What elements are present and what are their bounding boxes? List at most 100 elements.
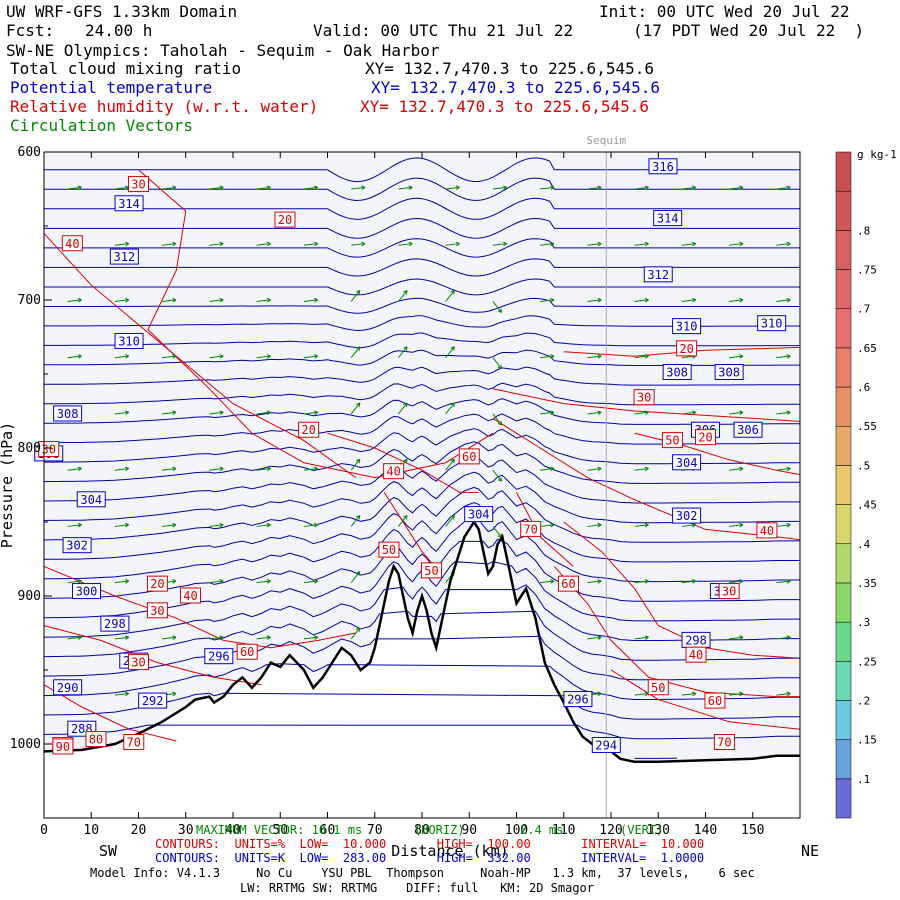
wind-vector-head [550,185,555,191]
wind-vector-head [266,522,271,528]
wind-vector [729,580,744,584]
rh-label-box [420,562,442,579]
wind-vector [162,243,177,246]
colorbar-segment [835,700,852,740]
wind-vector-head [266,185,271,191]
wind-vector-head [786,297,791,303]
wind-vector-head [313,297,319,303]
colorbar-segment [835,582,852,623]
rh-contour [610,669,801,730]
rh-label: 70 [523,522,537,536]
theta-label: 300 [76,585,98,599]
wind-vector [681,692,696,696]
wind-vector [256,468,271,471]
x-tick-label: 140 [694,823,717,838]
wind-vector-head [786,579,791,584]
wind-vector [114,411,129,415]
wind-vector [634,636,649,640]
wind-vector [162,468,177,471]
wind-vector [209,243,224,246]
wind-vector-head [266,410,271,416]
y-tick-label: 1000 [10,737,41,752]
wind-vector [303,524,318,527]
wind-vector [114,299,129,302]
rh-label-box [179,587,201,604]
theta-label-box [138,692,168,709]
wind-vector [303,186,318,190]
wind-vector [540,243,555,246]
wind-vector [540,468,555,471]
wind-vector [776,524,791,527]
wind-vector-head [313,241,319,247]
wind-vector-head [691,185,697,191]
wind-vector-head [408,241,413,247]
colorbar-tick-label: .3 [857,616,870,629]
wind-vector [350,290,361,302]
wind-vector-head [124,466,130,472]
colorbar-segment [835,661,852,701]
wind-vector [540,355,555,359]
theta-label-box [591,736,621,753]
wind-vector-head [77,297,82,303]
rh-label-box [274,211,296,228]
theta-contour [44,258,800,277]
wind-vector [209,355,224,359]
theta-label-box [643,266,673,283]
wind-vector [681,411,696,415]
wind-vector [540,524,555,527]
wind-vector [540,580,555,584]
x-axis-title: Distance (km) [391,842,508,860]
colorbar-tick-label: .6 [857,381,870,394]
wind-vector [162,186,177,190]
wind-vector-head [313,522,319,528]
rh-label-box [685,646,707,663]
theta-label-box [114,195,144,212]
rh-label: 20 [278,213,292,227]
wind-vector-head [644,579,649,584]
wind-vector-head [361,241,366,247]
wind-vector-head [644,241,649,247]
theta-contour [44,486,800,543]
wind-vector-head [644,185,649,191]
field-rh-xy: XY= 132.7,470.3 to 225.6,545.6 [360,97,649,116]
theta-label-box [53,405,83,422]
colorbar-segment [835,190,852,231]
wind-vector-head [403,402,408,408]
rh-label: 60 [240,645,254,659]
wind-vector-head [550,410,555,416]
theta-label-box [464,506,494,523]
wind-vector-head [691,297,697,303]
theta-label: 294 [595,738,617,752]
wind-vector [209,299,224,302]
rh-contour [43,565,356,649]
theta-label-box [72,583,102,600]
wind-vector-head [691,691,697,697]
wind-vector-head [219,354,224,359]
wind-vector [445,515,455,527]
colorbar-segment [835,504,852,545]
x-tick-label: 110 [552,823,575,838]
theta-label: 314 [118,197,140,211]
rh-contour [563,346,801,357]
wind-vector-head [550,466,555,472]
rh-label: 50 [382,543,396,557]
theta-contour [44,332,800,349]
rh-label-box [676,340,698,357]
colorbar-tick-label: .5 [857,459,870,472]
rh-label-box [458,448,480,465]
rh-label: 20 [301,423,315,437]
wind-vector [398,186,413,190]
theta-contour [44,398,800,425]
theta-label: 296 [208,650,230,664]
colorbar-tick-label: .45 [857,499,877,512]
wind-vector-head [403,346,408,351]
colorbar-segment [835,543,852,584]
x-tick-label: 150 [741,823,764,838]
valid-local-time: (17 PDT Wed 20 Jul 22 ) [633,21,865,40]
wind-vector [114,692,129,696]
wind-vector-head [124,241,130,247]
terrain-line [43,519,800,764]
wind-vector [303,299,318,302]
wind-vector [776,186,791,190]
wind-vector-head [219,297,224,303]
